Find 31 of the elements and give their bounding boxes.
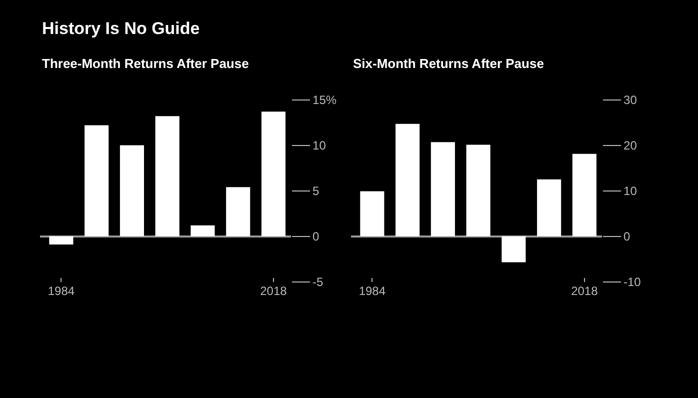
x-tick-label: 2018 (571, 284, 598, 298)
bar (466, 144, 490, 236)
y-tick-label: 30 (624, 92, 638, 107)
bar (261, 112, 286, 236)
text: History Is No Guide (42, 19, 200, 38)
bar (84, 125, 109, 236)
bar (537, 179, 562, 236)
bar (49, 236, 74, 244)
bar (396, 124, 420, 236)
bar (226, 187, 250, 236)
chart-title: Six-Month Returns After Pause (353, 56, 544, 71)
bar (120, 145, 144, 236)
bar (572, 154, 596, 236)
bar (360, 191, 384, 236)
chart-title: Three-Month Returns After Pause (42, 56, 249, 71)
y-tick-label: 10 (312, 138, 326, 152)
bar (190, 225, 215, 236)
y-tick-label: 5 (312, 184, 320, 198)
bar (430, 142, 455, 236)
y-tick-label: -10 (624, 275, 642, 289)
x-tick-label: 1984 (48, 284, 75, 298)
y-tick-label: 15% (312, 92, 337, 107)
y-tick-label: -5 (312, 275, 324, 289)
x-tick-label: 1984 (358, 284, 386, 298)
x-tick-label: 2018 (260, 284, 288, 298)
y-tick-label: 10 (624, 184, 638, 198)
bar (502, 236, 526, 262)
bar (155, 116, 180, 236)
y-tick-label: 20 (624, 138, 638, 152)
y-tick-label: 0 (624, 229, 631, 244)
y-tick-label: 0 (312, 229, 320, 244)
